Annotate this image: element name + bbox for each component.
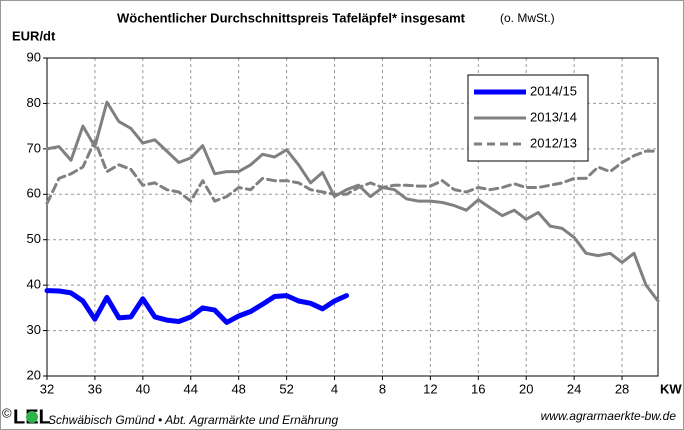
x-tick-label: 52 — [279, 381, 293, 396]
y-tick-label: 70 — [27, 140, 41, 155]
x-tick-label: 12 — [423, 381, 437, 396]
x-tick-label: 40 — [136, 381, 150, 396]
x-tick-label: 20 — [519, 381, 533, 396]
y-tick-label: 50 — [27, 231, 41, 246]
x-tick-label: 28 — [615, 381, 629, 396]
copyright: © — [2, 405, 12, 420]
y-tick-label: 60 — [27, 186, 41, 201]
y-tick-label: 80 — [27, 95, 41, 110]
chart-title: Wöchentlicher Durchschnittspreis Tafeläp… — [117, 10, 466, 25]
legend-label: 2012/13 — [530, 135, 577, 150]
logo-dot — [26, 411, 38, 423]
y-tick-label: 90 — [27, 49, 41, 64]
website: www.agrarmaerkte-bw.de — [541, 409, 677, 423]
chart-subtitle: (o. MwSt.) — [500, 11, 555, 25]
y-tick-label: 40 — [27, 277, 41, 292]
plot-border — [46, 57, 659, 377]
legend-label: 2014/15 — [530, 83, 577, 98]
x-tick-label: 48 — [231, 381, 245, 396]
x-tick-label: 8 — [379, 381, 386, 396]
y-tick-label: 30 — [27, 322, 41, 337]
x-tick-label: 24 — [567, 381, 581, 396]
series-line — [45, 100, 660, 303]
y-tick-label: 20 — [27, 367, 41, 382]
x-tick-label: 4 — [331, 381, 338, 396]
x-tick-label: 16 — [471, 381, 485, 396]
x-tick-label: 32 — [40, 381, 54, 396]
y-axis-label: EUR/dt — [12, 28, 56, 43]
series-line — [44, 288, 349, 325]
x-axis-label: KW — [660, 381, 682, 396]
institution: Schwäbisch Gmünd • Abt. Agrarmärkte und … — [48, 413, 338, 427]
series-line — [45, 139, 660, 205]
x-tick-label: 44 — [184, 381, 198, 396]
legend-label: 2013/14 — [530, 109, 577, 124]
x-tick-label: 36 — [88, 381, 102, 396]
